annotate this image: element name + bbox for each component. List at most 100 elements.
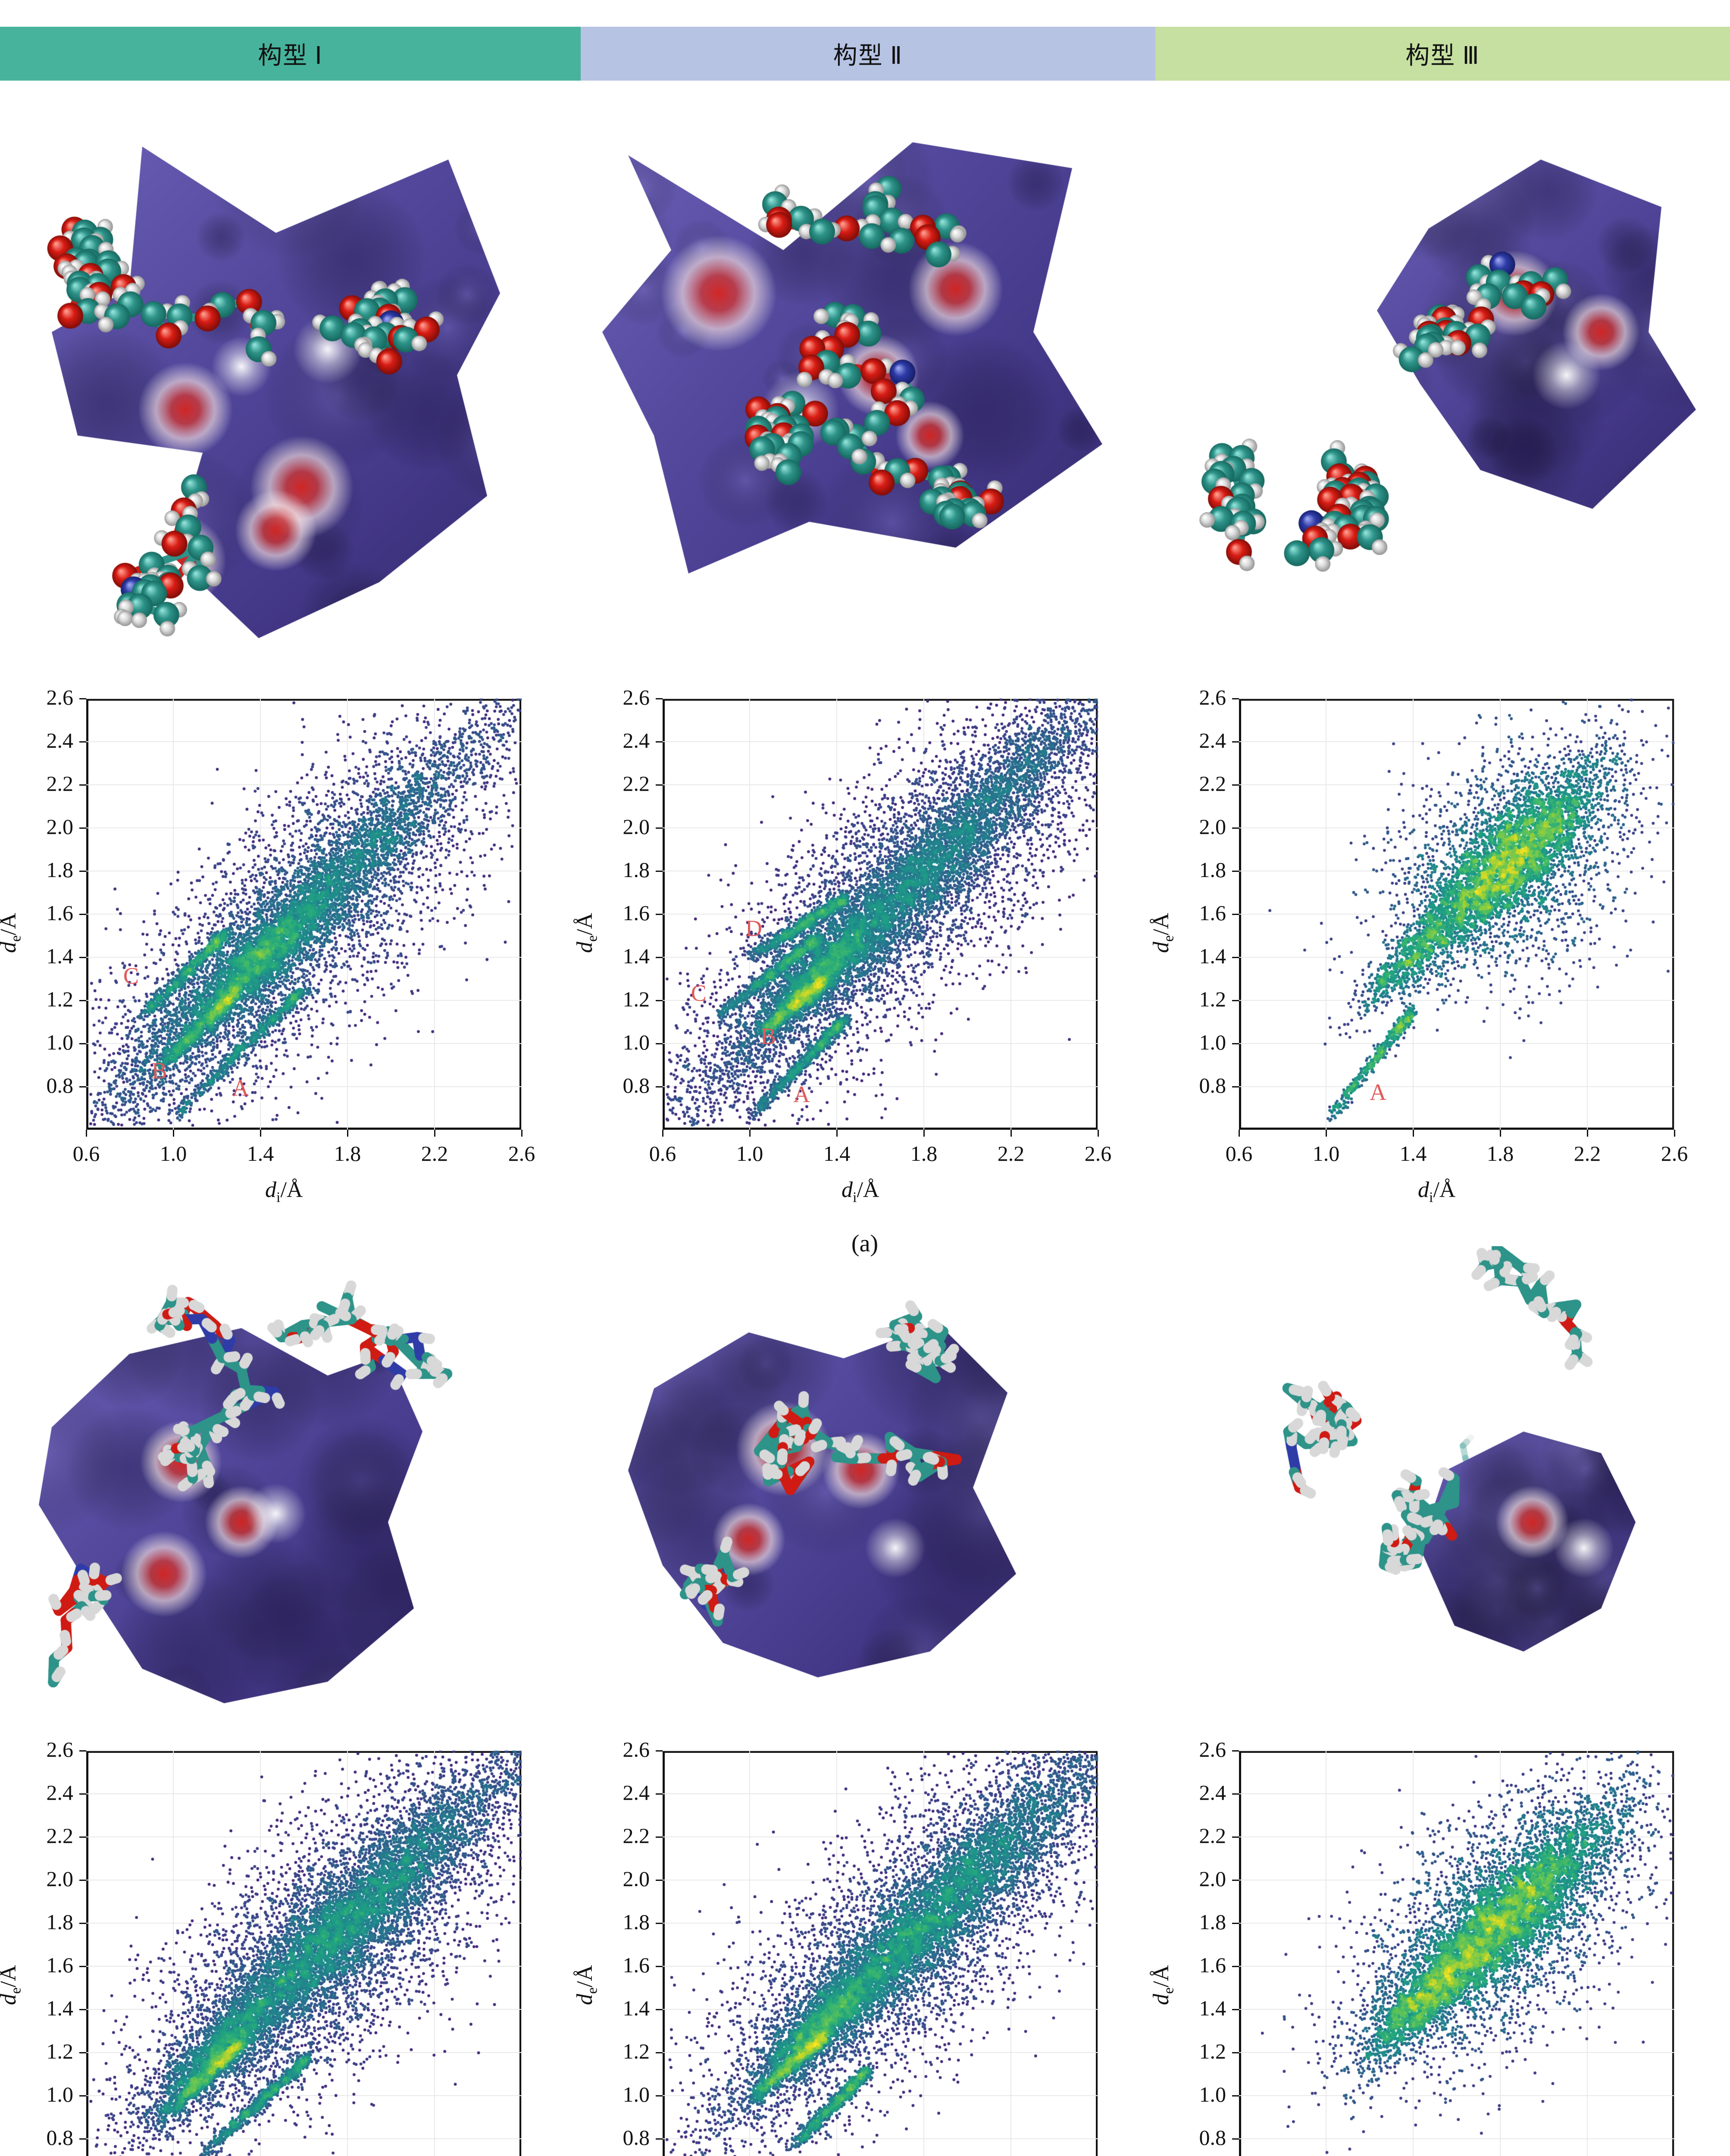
y-axis-tick-label: 1.6 [46, 1953, 74, 1977]
x-axis-tick-label: 2.6 [508, 1141, 535, 1166]
x-axis-tick-label: 1.4 [823, 1141, 851, 1166]
region-label-a: A [793, 1081, 810, 1107]
molecule-image-a-1 [0, 108, 576, 677]
y-axis-tick-label: 2.0 [623, 815, 650, 839]
y-axis-tick [1232, 784, 1239, 786]
fingerprint-plot-b-2: 0.61.01.41.82.22.60.81.01.21.41.61.82.02… [572, 1737, 1153, 2156]
y-axis-tick [656, 1086, 663, 1087]
fingerprint-scatter-canvas [1239, 699, 1674, 1130]
x-axis-tick-label: 2.6 [1084, 1141, 1112, 1166]
y-axis-tick [656, 1000, 663, 1001]
y-axis-tick-label: 2.6 [623, 1737, 650, 1761]
y-axis-tick-label: 0.8 [623, 1073, 650, 1097]
y-axis-tick-label: 1.4 [46, 1996, 74, 2020]
y-axis-tick [79, 698, 86, 699]
y-axis-tick-label: 2.2 [623, 771, 650, 796]
x-axis-tick-label: 1.0 [1312, 1141, 1340, 1166]
x-axis-tick [923, 1130, 925, 1137]
y-axis-tick-label: 2.0 [623, 1867, 650, 1891]
y-axis-tick [656, 1836, 663, 1838]
region-label-a: A [232, 1075, 249, 1101]
fingerprint-scatter-canvas [663, 699, 1098, 1130]
y-axis-tick [1232, 1793, 1239, 1795]
y-axis-tick-label: 1.0 [46, 2082, 74, 2106]
header-label-conformation-2: 构型 Ⅱ [833, 43, 903, 69]
y-axis-tick-label: 2.4 [46, 1780, 74, 1805]
y-axis-tick-label: 2.2 [46, 771, 74, 796]
x-axis-tick [260, 1130, 261, 1137]
y-axis-tick [79, 1923, 86, 1924]
y-axis-tick [79, 1750, 86, 1752]
region-label-c: C [123, 963, 139, 989]
molecule-row-panel-a [0, 108, 1730, 677]
y-axis-tick-label: 1.2 [623, 2039, 650, 2063]
y-axis-tick [1232, 1966, 1239, 1967]
y-axis-tick-label: 1.0 [46, 1030, 74, 1054]
y-axis-tick-label: 1.6 [1199, 1953, 1226, 1977]
y-axis-tick [1232, 2138, 1239, 2140]
y-axis-tick-label: 1.2 [1199, 987, 1226, 1011]
y-axis-tick-label: 2.4 [1199, 728, 1226, 752]
y-axis-tick-label: 2.6 [1199, 1737, 1226, 1761]
gridline-vertical [1674, 699, 1675, 1130]
fingerprint-plot-row-panel-b: 0.61.01.41.82.22.60.81.01.21.41.61.82.02… [0, 1737, 1730, 2156]
x-axis-tick-label: 0.6 [72, 1141, 100, 1166]
x-axis-tick-label: 2.2 [1574, 1141, 1601, 1166]
x-axis-tick-label: 1.4 [1399, 1141, 1427, 1166]
x-axis-tick-label: 2.2 [997, 1141, 1025, 1166]
x-axis-tick-label: 2.6 [1661, 1141, 1688, 1166]
y-axis-tick [656, 2095, 663, 2096]
x-axis-tick [1674, 1130, 1675, 1137]
y-axis-tick-label: 1.4 [623, 944, 650, 968]
x-axis-tick [749, 1130, 751, 1137]
x-axis-tick [1098, 1130, 1099, 1137]
y-axis-tick-label: 2.6 [623, 685, 650, 709]
y-axis-tick [656, 2138, 663, 2140]
header-cell-conformation-3: 构型 Ⅲ [1155, 27, 1730, 81]
y-axis-title: de/Å [572, 912, 601, 953]
y-axis-tick [1232, 914, 1239, 915]
x-axis-tick [173, 1130, 174, 1137]
y-axis-tick-label: 1.0 [1199, 2082, 1226, 2106]
y-axis-tick [1232, 957, 1239, 958]
x-axis-tick-label: 1.4 [247, 1141, 274, 1166]
gridline-vertical [1674, 1751, 1675, 2156]
conformation-header-band: 构型 Ⅰ 构型 Ⅱ 构型 Ⅲ [0, 27, 1730, 81]
y-axis-tick-label: 1.6 [46, 901, 74, 925]
fingerprint-scatter-canvas [86, 1751, 522, 2156]
x-axis-title: di/Å [1418, 1178, 1456, 1206]
fingerprint-plot-b-3: 0.61.01.41.82.22.60.81.01.21.41.61.82.02… [1149, 1737, 1729, 2156]
y-axis-tick-label: 2.2 [1199, 771, 1226, 796]
fingerprint-plot-row-panel-a: 0.6 1.0 1.4 1.8 2.2 2.6 0.8 1.0 1.2 1.4 1.6 1.8 2.0 2… [0, 685, 1730, 1238]
y-axis-tick-label: 1.4 [1199, 1996, 1226, 2020]
y-axis-tick-label: 1.2 [46, 987, 74, 1011]
header-label-conformation-3: 构型 Ⅲ [1405, 43, 1480, 69]
y-axis-tick [656, 2009, 663, 2010]
y-axis-tick-label: 1.6 [623, 1953, 650, 1977]
y-axis-tick [79, 784, 86, 786]
y-axis-tick [656, 1793, 663, 1795]
x-axis-tick [434, 1130, 435, 1137]
y-axis-tick [656, 957, 663, 958]
fingerprint-scatter-canvas [1239, 1751, 1674, 2156]
molecule-image-a-3 [1153, 108, 1729, 677]
y-axis-tick-label: 2.2 [623, 1824, 650, 1848]
x-axis-tick [1587, 1130, 1588, 1137]
fingerprint-scatter-canvas [663, 1751, 1098, 2156]
y-axis-tick [1232, 1000, 1239, 1001]
y-axis-tick [79, 2138, 86, 2140]
region-label-d: D [745, 915, 762, 941]
region-label-c: C [691, 980, 707, 1006]
y-axis-tick-label: 2.2 [1199, 1824, 1226, 1848]
x-axis-tick-label: 1.8 [334, 1141, 361, 1166]
y-axis-tick [1232, 1750, 1239, 1752]
y-axis-tick [656, 871, 663, 872]
x-axis-tick [86, 1130, 87, 1137]
y-axis-tick-label: 1.2 [1199, 2039, 1226, 2063]
y-axis-title: de/Å [572, 1965, 601, 2005]
y-axis-tick [1232, 871, 1239, 872]
y-axis-tick [79, 1966, 86, 1967]
y-axis-tick-label: 2.2 [46, 1824, 74, 1848]
y-axis-tick [79, 827, 86, 829]
y-axis-tick [79, 1836, 86, 1838]
